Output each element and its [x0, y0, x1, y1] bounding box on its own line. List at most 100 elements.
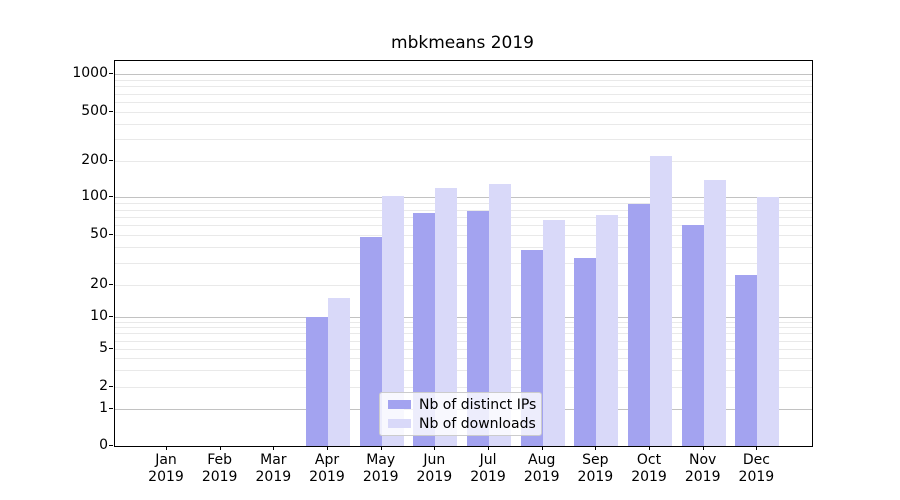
x-axis-tick-mark	[702, 446, 704, 450]
bar-distinct-ips-may	[359, 237, 382, 446]
grid-line-minor	[115, 123, 812, 125]
x-axis-tick-mark	[273, 446, 275, 450]
bar-distinct-ips-apr	[306, 317, 328, 446]
grid-line-minor	[115, 327, 812, 329]
y-axis-tick-mark	[109, 445, 113, 446]
y-axis-tick-label: 1	[99, 400, 108, 416]
x-axis-tick-mark	[649, 446, 651, 450]
legend-label-distinct-ips: Nb of distinct IPs	[419, 396, 537, 413]
grid-line-minor	[115, 160, 812, 162]
y-axis-tick-mark	[109, 408, 113, 409]
legend-row-distinct-ips: Nb of distinct IPs	[388, 397, 541, 413]
grid-line-minor	[115, 247, 812, 249]
x-axis-tick-label: Aug 2019	[523, 452, 560, 485]
legend: Nb of distinct IPs Nb of downloads	[379, 392, 542, 436]
x-axis-tick-mark	[488, 446, 490, 450]
x-axis-tick-mark	[595, 446, 597, 450]
y-axis-tick-label: 50	[90, 225, 108, 242]
y-axis-tick-mark	[109, 315, 113, 317]
legend-swatch-distinct-ips	[388, 400, 411, 409]
grid-line-major	[115, 74, 812, 75]
x-axis-tick-label: Mar 2019	[255, 452, 292, 485]
grid-line-minor	[115, 262, 812, 264]
legend-label-downloads: Nb of downloads	[419, 415, 536, 432]
x-axis-tick-label: Jun 2019	[416, 452, 453, 485]
x-axis-tick-label: Dec 2019	[738, 452, 775, 485]
grid-line-minor	[115, 321, 812, 323]
bar-distinct-ips-sep	[574, 257, 597, 446]
bar-distinct-ips-dec	[735, 275, 758, 446]
bar-downloads-sep	[596, 215, 619, 446]
grid-line-minor	[115, 216, 812, 218]
x-axis-tick-label: Jan 2019	[148, 452, 184, 485]
y-axis-tick-label: 1000	[72, 65, 108, 81]
grid-line-minor	[115, 284, 812, 286]
grid-line-minor	[115, 225, 812, 227]
x-axis-tick-label: Jul 2019	[470, 452, 506, 485]
grid-line-minor	[115, 79, 812, 81]
y-axis-tick-label: 10	[90, 307, 108, 324]
y-axis-tick-label: 0	[99, 437, 108, 453]
grid-line-minor	[115, 209, 812, 211]
x-axis-tick-mark	[541, 446, 543, 450]
bar-downloads-nov	[703, 179, 726, 446]
y-axis-tick-label: 20	[90, 275, 108, 292]
bar-downloads-may	[381, 195, 404, 446]
y-axis-tick-label: 5	[99, 340, 108, 357]
y-axis-tick-label: 200	[81, 151, 108, 168]
x-axis-tick-mark	[380, 446, 382, 450]
y-axis-tick-mark	[109, 111, 113, 112]
x-axis-tick-label: Sep 2019	[577, 452, 614, 485]
legend-swatch-downloads	[388, 419, 411, 428]
legend-row-downloads: Nb of downloads	[388, 416, 541, 432]
grid-line-major	[115, 316, 812, 318]
x-axis-tick-mark	[434, 446, 436, 450]
chart-title: mbkmeans 2019	[391, 33, 534, 53]
x-axis-tick-mark	[219, 446, 221, 450]
grid-line-minor	[115, 102, 812, 104]
bar-downloads-oct	[650, 156, 673, 446]
grid-line-major	[115, 197, 812, 199]
y-axis-tick-mark	[109, 386, 113, 388]
grid-line-minor	[115, 86, 812, 88]
x-axis-tick-mark	[166, 446, 167, 450]
y-axis-tick-mark	[109, 159, 113, 161]
x-axis-tick-mark	[327, 446, 328, 450]
y-axis-tick-mark	[109, 73, 113, 74]
y-axis-tick-mark	[109, 233, 113, 235]
y-axis-tick-label: 500	[81, 103, 108, 119]
x-axis-tick-mark	[756, 446, 758, 450]
grid-line-minor	[115, 93, 812, 95]
grid-line-minor	[115, 370, 812, 372]
bar-downloads-jul	[489, 183, 512, 446]
grid-line-minor	[115, 387, 812, 389]
bar-distinct-ips-nov	[681, 225, 704, 446]
y-axis-tick-label: 2	[99, 378, 108, 395]
grid-line-minor	[115, 349, 812, 351]
plot-area	[114, 60, 813, 447]
grid-line-minor	[115, 203, 812, 205]
x-axis-tick-label: Apr 2019	[309, 452, 345, 485]
bar-distinct-ips-jul	[467, 210, 490, 446]
y-axis-tick-mark	[109, 348, 113, 350]
x-axis-tick-label: May 2019	[362, 452, 399, 485]
grid-line-minor	[115, 234, 812, 236]
x-axis-tick-label: Feb 2019	[201, 452, 238, 485]
x-axis-tick-label: Oct 2019	[631, 452, 667, 485]
bar-distinct-ips-oct	[628, 203, 651, 446]
x-axis-tick-label: Nov 2019	[684, 452, 721, 485]
bar-downloads-dec	[757, 196, 780, 446]
bar-downloads-apr	[328, 298, 350, 446]
grid-line-minor	[115, 139, 812, 141]
y-axis-tick-mark	[109, 196, 113, 198]
y-axis-tick-mark	[109, 283, 113, 285]
grid-line-minor	[115, 358, 812, 360]
grid-line-minor	[115, 112, 812, 113]
bar-downloads-aug	[542, 219, 565, 446]
bar-distinct-ips-jun	[413, 213, 436, 446]
grid-line-minor	[115, 333, 812, 335]
grid-line-minor	[115, 340, 812, 342]
bar-downloads-jun	[435, 188, 458, 446]
y-axis-tick-label: 100	[81, 188, 108, 205]
